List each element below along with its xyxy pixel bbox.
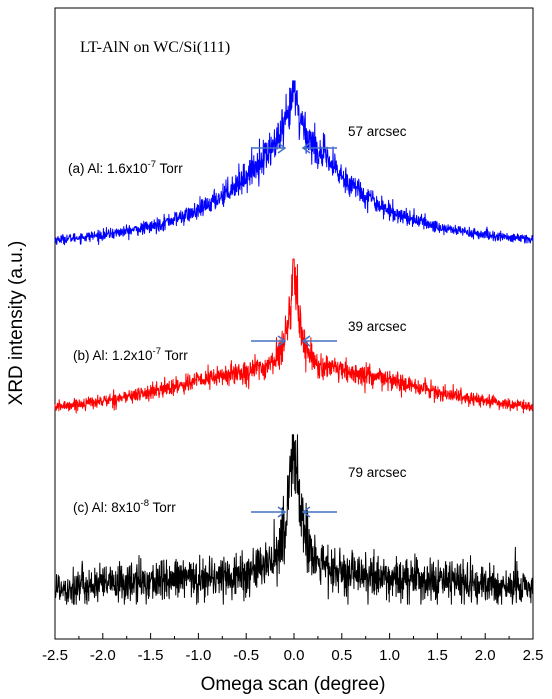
fwhm-arrowhead-left-1 [277, 142, 287, 154]
x-tick-label: -1.0 [185, 647, 211, 664]
series-label-exponent: -8 [141, 498, 149, 509]
x-axis-title: Omega scan (degree) [201, 674, 386, 695]
x-tick-label: -2.0 [90, 647, 116, 664]
x-tick-label: -0.5 [233, 647, 259, 664]
plot-frame [54, 7, 534, 640]
series-label-1: (a) Al: 1.6x10-7 Torr [68, 159, 183, 176]
fwhm-label-2: 39 arcsec [348, 319, 407, 334]
x-tick-label: 2.5 [523, 647, 544, 664]
fwhm-label-1: 57 arcsec [348, 124, 407, 139]
x-tick-label: -1.5 [138, 647, 164, 664]
x-tick-label: 2.0 [475, 647, 496, 664]
series-label-exponent: -7 [148, 159, 156, 170]
fwhm-arrowhead-left-3 [277, 506, 287, 518]
fwhm-arrowhead-left-2 [277, 335, 287, 347]
series-label-prefix: (b) Al: 1.2x10 [73, 348, 153, 363]
x-axis: -2.5 -2.0 -1.5 -1.0 -0.5 0.0 0.5 1.0 1.5 2.0 2.5 [42, 633, 543, 664]
series-label-exponent: -7 [153, 346, 161, 357]
series-line-3 [54, 434, 534, 605]
fwhm-arrowhead-right-2 [301, 335, 311, 347]
y-axis-title: XRD intensity (a.u.) [6, 241, 27, 406]
series-label-suffix: Torr [149, 500, 176, 515]
series-label-prefix: (a) Al: 1.6x10 [68, 161, 148, 176]
x-tick-label: 1.5 [427, 647, 448, 664]
series-label-suffix: Torr [156, 161, 183, 176]
series-line-2 [54, 258, 534, 414]
series-label-prefix: (c) Al: 8x10 [73, 500, 141, 515]
x-tick-label: -2.5 [42, 647, 68, 664]
fwhm-label-3: 79 arcsec [348, 465, 407, 480]
fwhm-arrowhead-right-3 [301, 506, 311, 518]
fwhm-arrowhead-right-1 [301, 142, 311, 154]
x-tick-label: 0.5 [331, 647, 352, 664]
chart-title: LT-AlN on WC/Si(111) [80, 39, 230, 56]
series-label-2: (b) Al: 1.2x10-7 Torr [73, 346, 188, 363]
series-label-3: (c) Al: 8x10-8 Torr [73, 498, 176, 515]
x-tick-label: 1.0 [379, 647, 400, 664]
x-tick-label: 0.0 [284, 647, 305, 664]
series-layer [54, 80, 534, 605]
series-label-suffix: Torr [161, 348, 188, 363]
series-line-1 [54, 80, 534, 246]
